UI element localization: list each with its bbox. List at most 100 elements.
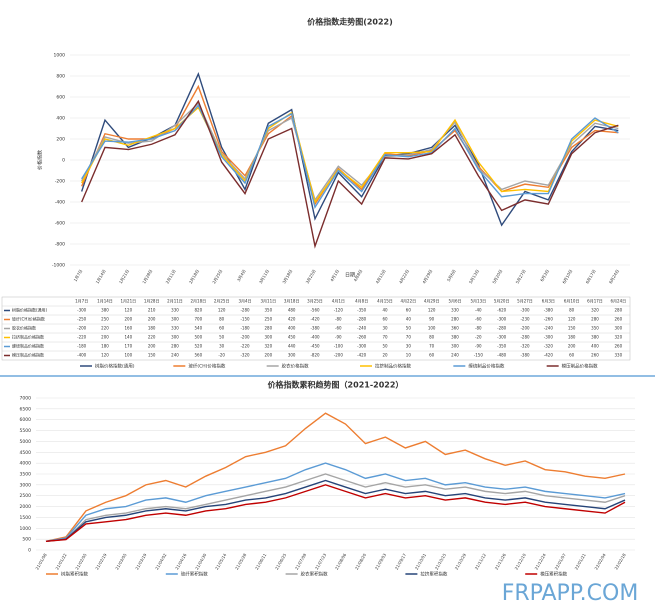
table-cell: 30 [219,344,225,349]
table-cell: -220 [77,335,87,340]
table-cell: -180 [77,344,87,349]
x-tick-label: 21/08/06 [334,552,348,570]
table-cell: -20 [218,353,225,358]
table-cell: 140 [125,335,133,340]
x-tick-label: 5月20日 [491,268,503,284]
table-cell: 70 [429,344,435,349]
table-cell: 240 [171,353,179,358]
table-cell: 520 [195,344,203,349]
series-line [45,462,626,543]
table-cell: -200 [240,335,250,340]
x-tick-label: 21/04/30 [194,552,208,570]
y-tick-label: 2000 [20,504,32,510]
table-cell: 300 [288,353,296,358]
x-tick-label: 6月10日 [561,269,573,285]
table-cell: 380 [591,335,599,340]
table-cell: 450 [288,335,296,340]
table-cell: -240 [357,326,367,331]
table-cell: 330 [451,308,459,313]
table-header: 4月22日 [401,299,417,304]
table-cell: 100 [428,326,436,331]
x-tick-label: 21/11/26 [494,552,508,570]
x-tick-label: 21/04/16 [174,552,188,570]
table-cell: -150 [240,317,250,322]
x-tick-label: 4月8日 [353,269,364,283]
table-cell: 540 [195,326,203,331]
table-cell: -260 [357,335,367,340]
table-cell: -60 [475,317,482,322]
table-cell: 220 [148,335,156,340]
table-header: 6月3日 [542,299,555,304]
table-header: 5月27日 [517,299,533,304]
table-cell: -320 [520,344,530,349]
table-cell: -350 [357,308,367,313]
table-cell: 320 [615,335,623,340]
table-cell: 300 [615,326,623,331]
legend-label: 缠绕制品价格指数 [468,363,504,370]
y-tick-label: -400 [55,200,65,206]
x-tick-label: 21/10/29 [454,552,468,570]
table-cell: 70 [382,335,388,340]
legend-label: 模压制品价格指数 [562,363,598,370]
series-line [81,99,619,249]
table-cell: -80 [335,317,342,322]
x-tick-label: 21/12/10 [514,552,528,570]
legend-label: 胶衣累积指数 [301,571,328,578]
x-tick-label: 21/12/24 [534,552,548,570]
y-tick-label: 6000 [20,417,32,423]
table-cell: -400 [77,353,87,358]
x-tick-label: 21/06/25 [274,552,288,570]
x-tick-label: 4月15日 [375,269,387,285]
table-cell: -60 [335,326,342,331]
y-tick-label: 7000 [20,396,32,402]
x-tick-label: 4月22日 [398,269,410,285]
table-header: 3月4日 [238,299,251,304]
table-cell: -380 [544,308,554,313]
data-table [1,296,631,361]
table-cell: 330 [171,308,179,313]
table-cell: -80 [475,326,482,331]
table-cell: 200 [265,353,273,358]
table-cell: -560 [310,308,320,313]
table-cell: 700 [195,317,203,322]
table-cell: 300 [451,344,459,349]
table-cell: 400 [591,344,599,349]
y-tick-label: 3000 [20,482,32,488]
table-cell: 360 [451,326,459,331]
y-tick-label: -600 [55,221,65,227]
x-tick-label: 21/04/02 [154,552,168,570]
table-cell: -380 [310,326,320,331]
x-tick-label: 4月1日 [329,269,340,283]
y-tick-label: 5000 [20,439,32,445]
table-cell: 100 [125,353,133,358]
chart-title: 价格指数累积趋势图（2021-2022） [268,380,404,390]
x-tick-label: 4月29日 [421,269,433,285]
table-cell: -260 [544,317,554,322]
table-cell: 50 [406,326,412,331]
table-cell: -200 [77,326,87,331]
table-header: 6月10日 [564,299,580,304]
y-tick-label: 800 [56,74,65,80]
table-header: 2月18日 [191,299,207,304]
table-cell: 300 [265,335,273,340]
x-tick-label: 21/05/14 [214,552,228,570]
table-cell: 180 [101,344,109,349]
table-cell: 280 [615,308,623,313]
x-tick-label: 21/09/17 [394,552,408,570]
table-cell: 80 [219,317,225,322]
table-cell: 10 [406,353,412,358]
table-series-name: 缠绕制品价格指数 [12,343,44,349]
series-line [81,102,619,202]
table-cell: -300 [497,335,507,340]
table-header: 1月28日 [144,299,160,304]
table-cell: 320 [591,308,599,313]
x-tick-label: 5月27日 [515,269,527,285]
table-cell: -320 [240,353,250,358]
table-header: 5月20日 [494,299,510,304]
watermark: FRPAPP.COM [502,581,639,606]
legend-label: 玻纤累积指数 [181,571,208,578]
table-cell: 330 [615,353,623,358]
table-cell: -280 [497,326,507,331]
table-cell: -280 [357,317,367,322]
x-tick-label: 2月18日 [188,269,200,285]
